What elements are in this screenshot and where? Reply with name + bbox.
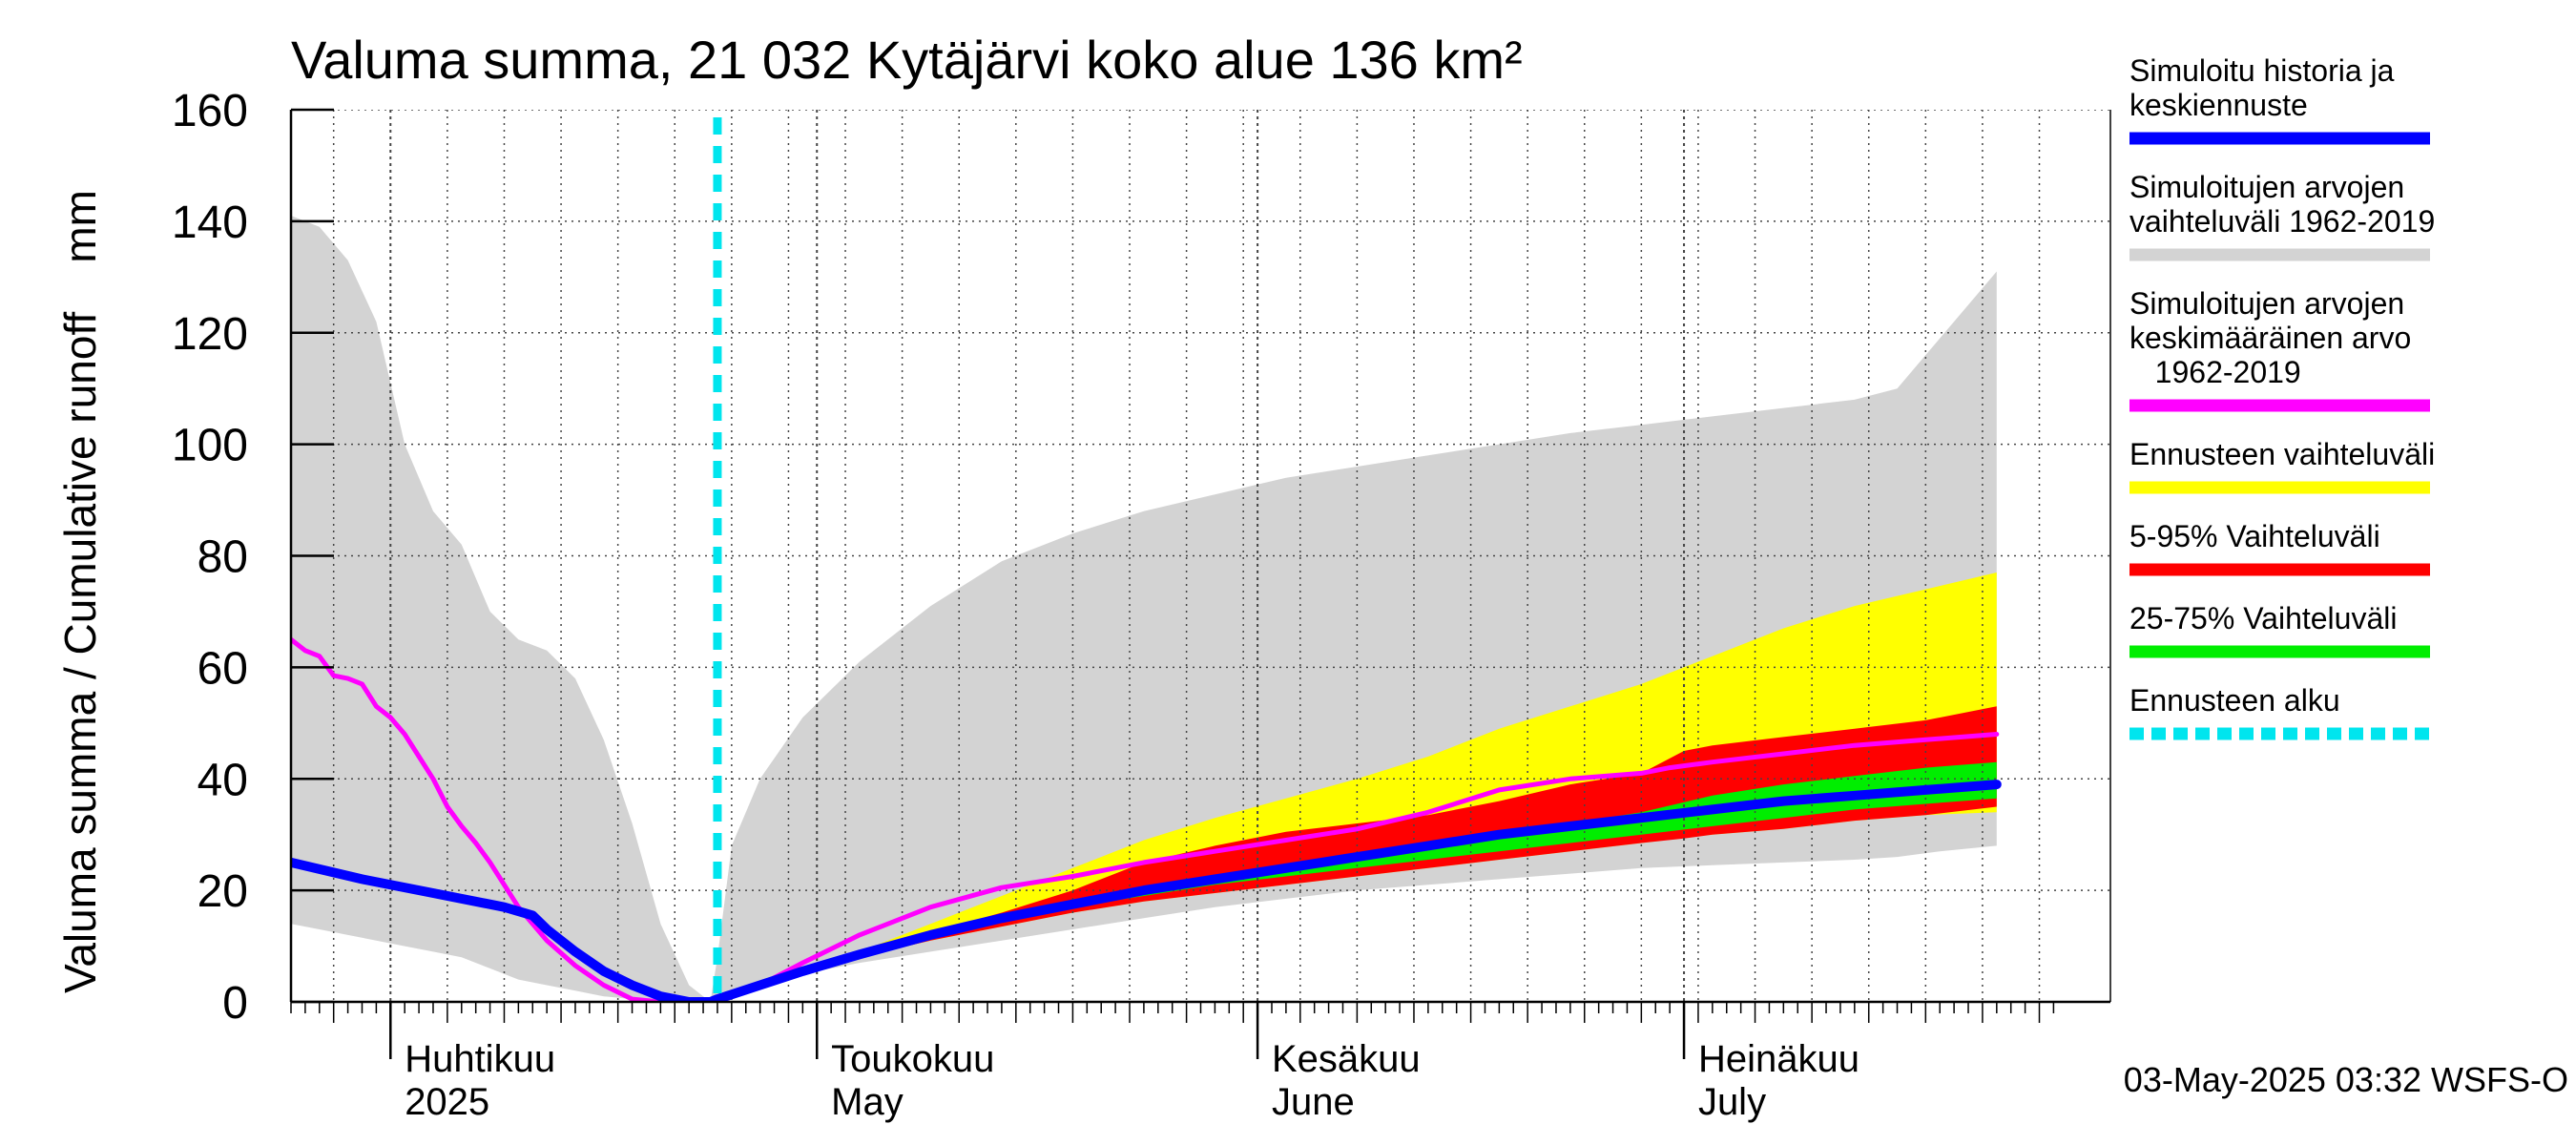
legend-text-2-1: keskimääräinen arvo	[2129, 321, 2411, 355]
month-label-en-0: 2025	[405, 1081, 489, 1123]
y-axis-label: Valuma summa / Cumulative runoff mm	[55, 190, 105, 993]
y-tick-label-40: 40	[197, 755, 248, 805]
line-simuloitujen-arvojen-keskim-r-inen-arvo-1962-2019	[291, 636, 2000, 1002]
y-tick-label-20: 20	[197, 866, 248, 917]
footer-timestamp: 03-May-2025 03:32 WSFS-O	[2124, 1060, 2568, 1099]
legend-text-6-0: Ennusteen alku	[2129, 683, 2340, 718]
plot-inner	[291, 110, 2110, 1002]
month-label-en-1: May	[831, 1081, 904, 1123]
legend-text-1-1: vaihteluväli 1962-2019	[2129, 204, 2435, 239]
y-tick-label-0: 0	[222, 978, 248, 1029]
y-tick-label-140: 140	[172, 198, 248, 248]
legend-text-3-0: Ennusteen vaihteluväli	[2129, 437, 2435, 471]
plot-area	[291, 110, 2110, 1002]
band-25-75-vaihteluv-li	[717, 761, 1997, 1002]
y-tick-label-120: 120	[172, 309, 248, 360]
month-label-fi-1: Toukokuu	[831, 1038, 994, 1080]
month-label-fi-0: Huhtikuu	[405, 1038, 555, 1080]
month-label-fi-3: Heinäkuu	[1698, 1038, 1859, 1080]
band-ennusteen-vaihteluv-li	[717, 572, 1997, 1002]
legend-text-2-2: 1962-2019	[2129, 355, 2301, 389]
gridlines	[291, 110, 2110, 1002]
month-label-en-2: June	[1272, 1081, 1355, 1123]
legend-text-5-0: 25-75% Vaihteluväli	[2129, 601, 2397, 635]
y-tick-label-80: 80	[197, 532, 248, 583]
legend-text-1-0: Simuloitujen arvojen	[2129, 170, 2404, 204]
legend-text-2-0: Simuloitujen arvojen	[2129, 286, 2404, 321]
y-tick-label-160: 160	[172, 86, 248, 136]
y-tick-label-100: 100	[172, 421, 248, 471]
legend-text-4-0: 5-95% Vaihteluväli	[2129, 519, 2380, 553]
chart-title: Valuma summa, 21 032 Kytäjärvi koko alue…	[291, 30, 1523, 90]
line-simuloitu-historia-ja-keskiennuste	[291, 780, 2002, 1002]
month-label-en-3: July	[1698, 1081, 1766, 1123]
legend-text-0-0: Simuloitu historia ja	[2129, 53, 2395, 88]
legend-text-0-1: keskiennuste	[2129, 88, 2308, 122]
y-tick-label-60: 60	[197, 643, 248, 694]
month-label-fi-2: Kesäkuu	[1272, 1038, 1421, 1080]
